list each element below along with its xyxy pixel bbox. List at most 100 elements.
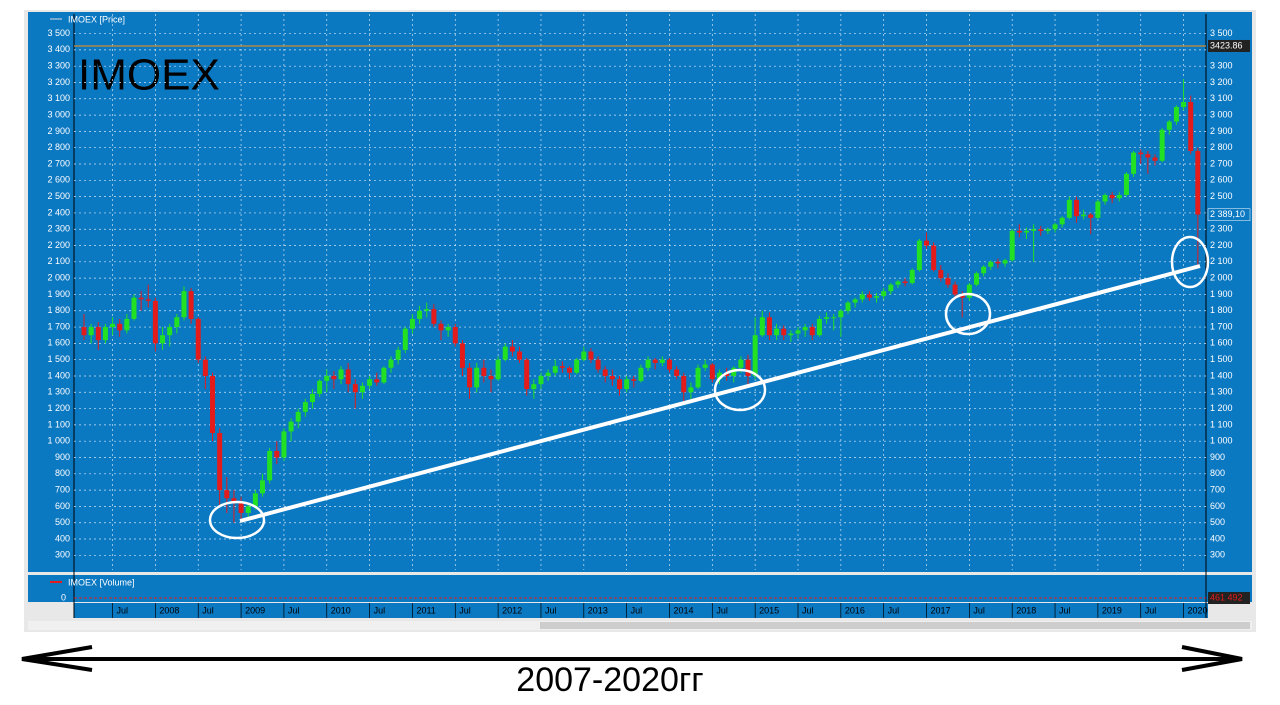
candle-body: [574, 359, 580, 373]
x-tick-label: Jul: [288, 605, 300, 615]
candle-body: [1131, 152, 1137, 174]
y-tick-label-right: 300: [1210, 550, 1225, 560]
candle-body: [231, 498, 237, 504]
y-tick-label: 2 600: [47, 175, 70, 185]
candle-body: [352, 384, 358, 393]
candle-body: [695, 367, 701, 388]
candle-body: [295, 411, 301, 422]
y-tick-label: 1 500: [47, 354, 70, 364]
candle-body: [488, 375, 494, 380]
candle-body: [1081, 214, 1087, 217]
candle-body: [1102, 194, 1108, 202]
y-tick-label-right: 700: [1210, 484, 1225, 494]
candle-body: [224, 490, 230, 499]
y-tick-label-right: 1 500: [1210, 354, 1233, 364]
candle-body: [845, 302, 851, 311]
candle-body: [652, 359, 658, 363]
candle-body: [709, 364, 715, 380]
y-tick-label-right: 2 000: [1210, 273, 1233, 283]
candle-body: [1059, 217, 1065, 225]
y-tick-label-right: 2 700: [1210, 158, 1233, 168]
candle-body: [1195, 150, 1201, 215]
y-tick-label: 1 600: [47, 338, 70, 348]
candle-body: [145, 299, 151, 301]
x-tick-label: 2013: [588, 605, 608, 615]
candle-body: [195, 318, 201, 360]
y-tick-label-right: 2 300: [1210, 224, 1233, 234]
y-tick-label: 3 400: [47, 44, 70, 54]
y-tick-label: 2 500: [47, 191, 70, 201]
circle: [713, 368, 767, 412]
candle-body: [417, 310, 423, 319]
last-price-label: 2 389,10: [1210, 209, 1245, 219]
price-panel: [28, 12, 1252, 572]
candle-body: [881, 291, 887, 297]
candle-body: [1073, 199, 1079, 217]
candle-body: [81, 327, 87, 336]
candle-body: [424, 309, 430, 311]
candle-body: [909, 269, 915, 284]
candle-body: [210, 375, 216, 434]
y-tick-label-right: 2 100: [1210, 256, 1233, 266]
y-tick-label-right: 3 100: [1210, 93, 1233, 103]
candle-body: [1095, 201, 1101, 218]
volume-tag: [1208, 592, 1250, 604]
y-tick-label: 1 300: [47, 387, 70, 397]
candle-body: [974, 273, 979, 285]
y-tick-label: 2 100: [47, 256, 70, 266]
y-tick-label-right: 1 900: [1210, 289, 1233, 299]
candle-body: [1138, 152, 1144, 155]
candle-body: [381, 367, 387, 383]
y-tick-label-right: 600: [1210, 501, 1225, 511]
candle-body: [102, 327, 108, 341]
candle-body: [681, 375, 687, 393]
candle-body: [388, 359, 394, 368]
candle-body: [1188, 102, 1194, 151]
candle-body: [688, 387, 694, 393]
candle-body: [938, 269, 944, 279]
circle: [1170, 235, 1210, 289]
scroll-thumb[interactable]: [540, 622, 1250, 629]
candle-body: [509, 346, 515, 352]
candle-body: [1116, 194, 1122, 199]
candle-body: [1145, 154, 1151, 158]
y-tick-label-right: 1 800: [1210, 305, 1233, 315]
candle-body: [659, 359, 665, 363]
candle-body: [945, 278, 951, 285]
y-tick-label: 1 400: [47, 370, 70, 380]
candle-body: [124, 318, 130, 331]
level-label: 3423.86: [1210, 40, 1243, 50]
y-tick-label: 3 500: [47, 28, 70, 38]
legend-volume: IMOEX [Volume]: [68, 577, 135, 587]
candle-body: [138, 297, 144, 300]
y-tick-label: 1 900: [47, 289, 70, 299]
x-tick-label: Jul: [631, 605, 643, 615]
candle-body: [1002, 260, 1008, 264]
candle-body: [866, 294, 872, 298]
candle-body: [781, 328, 787, 336]
candle-body: [260, 480, 265, 494]
candle-body: [1159, 129, 1165, 161]
y-tick-label: 1 000: [47, 436, 70, 446]
x-tick-label: 2011: [416, 605, 435, 615]
candle-body: [538, 375, 544, 385]
x-tick-label: Jul: [1145, 605, 1157, 615]
x-tick-label: 2016: [845, 605, 865, 615]
candle-body: [931, 245, 937, 270]
candle-body: [217, 433, 223, 491]
candle-body: [1016, 230, 1022, 233]
x-tick-label: Jul: [973, 605, 985, 615]
candle-body: [502, 346, 508, 360]
candle-body: [1109, 194, 1115, 199]
x-tick-label: Jul: [545, 605, 557, 615]
span-arrow: [21, 645, 1243, 672]
y-tick-label: 2 200: [47, 240, 70, 250]
y-tick-label-right: 1 700: [1210, 321, 1233, 331]
candle-body: [788, 333, 794, 336]
legend-price: IMOEX [Price]: [68, 14, 125, 24]
x-tick-label: 2018: [1016, 605, 1036, 615]
candle-body: [852, 299, 858, 303]
candle-body: [859, 294, 865, 300]
trend-annotation: [208, 235, 1210, 540]
y-tick-label-right: 2 500: [1210, 191, 1233, 201]
